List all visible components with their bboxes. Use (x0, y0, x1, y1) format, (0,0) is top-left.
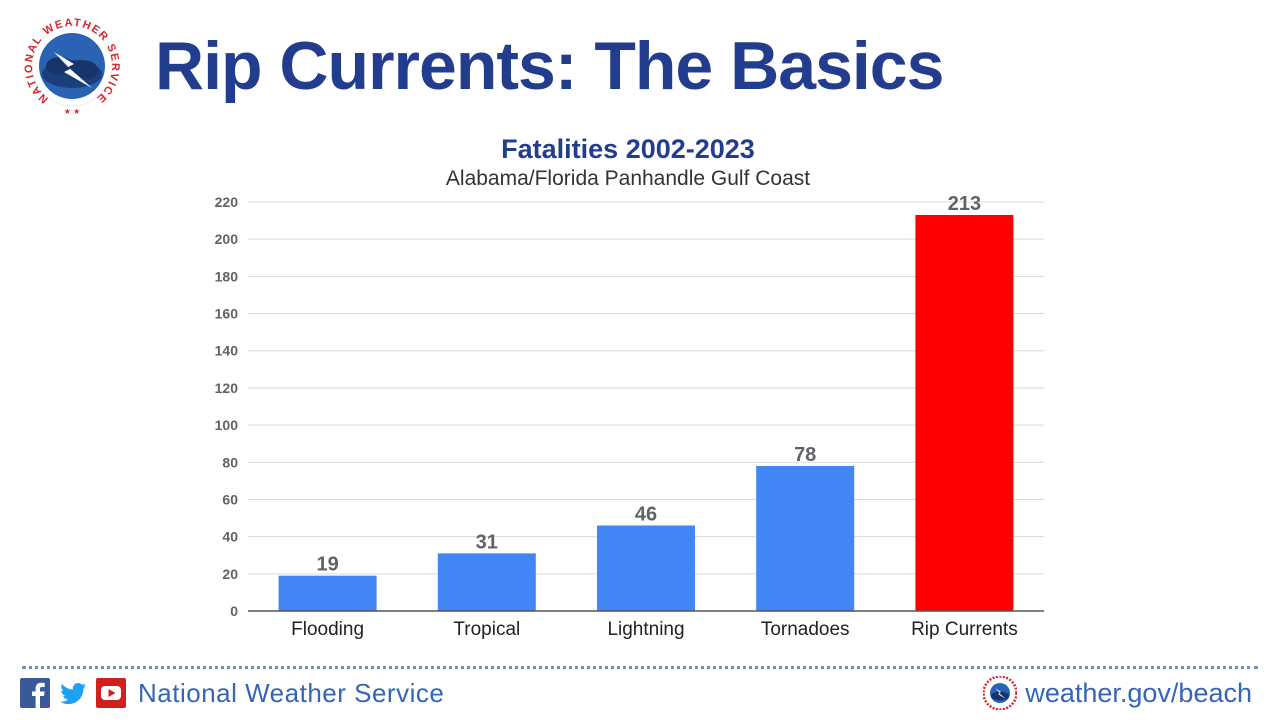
bar (597, 525, 695, 611)
x-tick-label: Flooding (291, 619, 364, 640)
x-tick-label: Lightning (607, 619, 684, 640)
footer-left: National Weather Service (20, 675, 444, 711)
y-tick-label: 120 (215, 380, 239, 396)
page-title: Rip Currents: The Basics (155, 28, 944, 104)
nws-logo-icon: NATIONAL WEATHER SERVICE ★ ★ (18, 12, 126, 120)
y-tick-label: 200 (215, 231, 239, 247)
footer-divider (22, 666, 1258, 669)
footer-org-name: National Weather Service (138, 677, 445, 708)
bar (278, 575, 377, 611)
y-tick-label: 60 (222, 491, 238, 507)
x-tick-label: Tropical (453, 619, 520, 640)
y-tick-label: 0 (230, 603, 238, 619)
nws-small-logo-icon (983, 676, 1018, 710)
y-tick-label: 80 (222, 454, 238, 470)
footer-url[interactable]: weather.gov/beach (1025, 677, 1252, 708)
data-label: 31 (476, 531, 498, 553)
x-tick-label: Tornadoes (761, 619, 850, 640)
bar (756, 465, 855, 611)
x-tick-label: Rip Currents (911, 619, 1018, 640)
y-tick-label: 160 (215, 306, 239, 322)
y-tick-label: 140 (215, 343, 239, 359)
data-label: 46 (635, 503, 657, 525)
chart-title: Fatalities 2002-2023 (501, 134, 755, 164)
y-tick-label: 100 (215, 417, 239, 433)
data-label: 213 (948, 193, 981, 215)
chart-subtitle: Alabama/Florida Panhandle Gulf Coast (445, 167, 811, 190)
bar (915, 215, 1014, 611)
y-tick-label: 220 (215, 194, 239, 210)
bar (437, 553, 536, 611)
data-label: 78 (794, 444, 816, 466)
footer-right: weather.gov/beach (983, 675, 1252, 711)
y-tick-label: 20 (222, 566, 238, 582)
twitter-icon[interactable] (58, 678, 88, 708)
data-label: 19 (316, 554, 338, 576)
y-tick-label: 40 (222, 529, 238, 545)
youtube-icon[interactable] (96, 678, 126, 708)
svg-text:★ ★: ★ ★ (64, 107, 81, 116)
y-tick-label: 180 (215, 268, 239, 284)
facebook-icon[interactable] (20, 678, 50, 708)
